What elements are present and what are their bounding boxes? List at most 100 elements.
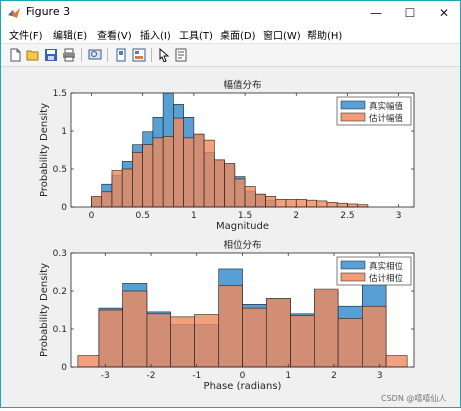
chart2-y-tick-label: 0.3 xyxy=(53,249,67,259)
print-preview-icon[interactable] xyxy=(87,47,103,63)
chart2-x-tick-label: 2 xyxy=(331,371,337,381)
chart2-series2-bar xyxy=(337,318,363,368)
close-button[interactable]: ✕ xyxy=(438,6,450,20)
chart2-series2-bar xyxy=(290,315,315,368)
chart2-series2-bar xyxy=(242,307,267,368)
chart2-title: 相位分布 xyxy=(223,239,261,251)
chart2-x-tick-label: 0 xyxy=(240,371,246,381)
chart1-series2-bar xyxy=(295,199,307,208)
title-bar[interactable]: Figure 3 — ☐ ✕ xyxy=(1,1,460,25)
minimize-button[interactable]: — xyxy=(370,6,382,20)
chart1-x-tick-label: 0.5 xyxy=(136,211,150,221)
chart1-legend-swatch xyxy=(340,112,366,122)
new-file-icon[interactable] xyxy=(7,47,23,63)
chart1-x-tick-label: 2 xyxy=(293,211,299,221)
chart1-y-tick-label: 0.5 xyxy=(53,165,67,175)
print-icon[interactable] xyxy=(61,47,77,63)
chart2-series2-bar xyxy=(146,313,171,368)
chart1-y-tick-label: 1 xyxy=(61,127,67,137)
chart1-x-tick-label: 1.5 xyxy=(238,211,252,221)
property-editor-icon[interactable] xyxy=(131,47,147,63)
chart1-x-tick-label: 2.5 xyxy=(340,211,354,221)
chart2-series2-bar xyxy=(385,355,408,368)
chart1-series2-bar xyxy=(336,202,348,208)
menu-desktop[interactable]: 桌面(D) xyxy=(220,31,256,42)
matlab-logo-icon xyxy=(8,8,20,18)
chart2-series2-bar xyxy=(77,355,100,368)
menu-view[interactable]: 查看(V) xyxy=(97,31,132,42)
chart1-series2-bar xyxy=(214,159,225,208)
chart2-x-tick-label: -1 xyxy=(192,371,201,381)
chart2-x-tick-label: 1 xyxy=(285,371,291,381)
chart1-legend-label: 真实幅值 xyxy=(369,101,404,112)
chart2-x-tick-label: -2 xyxy=(147,371,156,381)
chart1-series2-bar xyxy=(347,203,358,208)
chart2-y-tick-label: 0 xyxy=(61,363,67,373)
chart1-series2-bar xyxy=(224,163,236,208)
menu-edit[interactable]: 编辑(E) xyxy=(53,31,88,42)
menu-window[interactable]: 窗口(W) xyxy=(263,31,301,42)
chart1-y-tick-label: 1.5 xyxy=(53,89,67,99)
chart1-series2-bar xyxy=(265,196,277,208)
chart2-legend-swatch xyxy=(340,260,366,270)
chart2-y-tick-label: 0.2 xyxy=(53,287,67,297)
dock-figure-icon[interactable] xyxy=(113,47,129,63)
chart2-legend-label: 估计相位 xyxy=(369,273,404,284)
chart1-series2-bar xyxy=(173,117,184,208)
chart1-series2-bar xyxy=(254,193,266,208)
chart1-series2-bar xyxy=(285,199,297,208)
chart1-series2-bar xyxy=(203,139,215,208)
chart2-legend-swatch xyxy=(340,272,366,282)
chart1-series2-bar xyxy=(132,151,143,208)
chart1-y-axis-label: Probability Density xyxy=(39,103,50,197)
figure-canvas: 0 0.5 1 1.5 2 2.5 3 0 0.5 1 1.5 幅值分布 Magnitude Probab… xyxy=(1,67,460,407)
chart1-series2-bar xyxy=(234,178,246,208)
maximize-button[interactable]: ☐ xyxy=(404,6,416,20)
chart1-x-tick-label: 1 xyxy=(191,211,197,221)
menu-insert[interactable]: 插入(I) xyxy=(140,31,171,42)
chart2-series2-bar xyxy=(265,298,291,368)
pointer-icon[interactable] xyxy=(156,47,172,63)
chart2-legend-label: 真实相位 xyxy=(369,261,404,272)
toolbar-separator xyxy=(151,48,152,62)
edit-plot-icon[interactable] xyxy=(173,47,189,63)
toolbar-separator xyxy=(81,48,82,62)
toolbar xyxy=(1,44,460,67)
chart1-series2-bar xyxy=(111,170,123,208)
chart1-series2-bar xyxy=(183,137,195,208)
menu-help[interactable]: 帮助(H) xyxy=(307,31,343,42)
chart2-series2-bar xyxy=(218,285,243,368)
watermark-text: CSDN @嘻嘻仙人 xyxy=(381,394,447,403)
toolbar-separator xyxy=(107,48,108,62)
chart1-x-tick-label: 0 xyxy=(89,211,95,221)
window-title: Figure 3 xyxy=(26,5,71,18)
chart1-series2-bar xyxy=(142,144,154,208)
chart1-series2-bar xyxy=(326,202,338,208)
menu-tools[interactable]: 工具(T) xyxy=(179,31,213,42)
chart1-series2-bar xyxy=(152,137,164,208)
chart2-y-tick-label: 0.1 xyxy=(53,325,67,335)
save-icon[interactable] xyxy=(43,47,59,63)
menu-bar: 文件(F) 编辑(E) 查看(V) 插入(I) 工具(T) 桌面(D) 窗口(W… xyxy=(1,25,460,44)
menu-file[interactable]: 文件(F) xyxy=(9,31,43,42)
chart1-legend-swatch xyxy=(340,100,366,110)
chart1-series2-bar xyxy=(275,199,287,208)
chart1-series2-bar xyxy=(91,196,103,208)
chart2-series2-bar xyxy=(98,309,123,368)
chart2-series2-bar xyxy=(314,288,339,368)
chart2-x-axis-label: Phase (radians) xyxy=(204,381,282,392)
chart2-series2-bar xyxy=(122,290,148,368)
chart1-x-axis-label: Magnitude xyxy=(216,221,269,232)
chart2-series2-bar xyxy=(170,316,195,368)
chart1-axes-box xyxy=(70,92,415,208)
chart2-series2-bar xyxy=(194,314,220,368)
chart1-x-tick-label: 3 xyxy=(396,211,402,221)
chart2-x-tick-label: -3 xyxy=(101,371,110,381)
chart1-title: 幅值分布 xyxy=(223,79,261,91)
open-folder-icon[interactable] xyxy=(25,47,41,63)
chart1-series2-bar xyxy=(306,199,318,208)
figure-plots: 0 0.5 1 1.5 2 2.5 3 0 0.5 1 1.5 幅值分布 Magnitude Probab… xyxy=(39,79,415,392)
chart1-series2-bar xyxy=(101,191,113,208)
chart1-series2-bar xyxy=(193,133,205,208)
